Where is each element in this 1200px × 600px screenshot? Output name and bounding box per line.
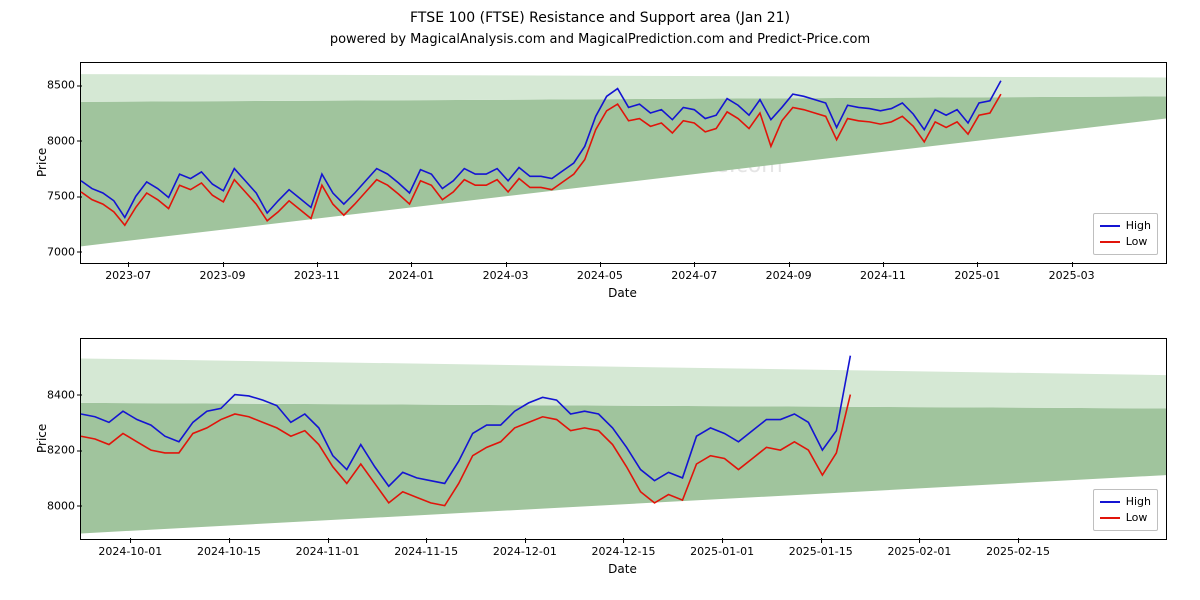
x-tick: 2024-01 (388, 263, 434, 282)
x-axis-label-top: Date (80, 286, 1165, 300)
x-axis-label-bottom: Date (80, 562, 1165, 576)
x-tick: 2023-09 (200, 263, 246, 282)
x-tick: 2024-12-01 (493, 539, 557, 558)
legend: High Low (1093, 213, 1158, 255)
y-tick: 7000 (47, 245, 81, 258)
x-tick: 2025-02-01 (887, 539, 951, 558)
x-tick: 2024-05 (577, 263, 623, 282)
y-tick: 7500 (47, 190, 81, 203)
y-tick: 8400 (47, 388, 81, 401)
x-tick: 2025-01 (954, 263, 1000, 282)
chart-subtitle: powered by MagicalAnalysis.com and Magic… (0, 32, 1200, 47)
x-tick: 2025-03 (1049, 263, 1095, 282)
x-tick: 2024-10-15 (197, 539, 261, 558)
plot-area-bottom (81, 339, 1166, 539)
y-tick: 8000 (47, 499, 81, 512)
legend-item-low: Low (1100, 510, 1151, 526)
x-tick: 2024-07 (671, 263, 717, 282)
x-tick: 2025-01-01 (690, 539, 754, 558)
figure: FTSE 100 (FTSE) Resistance and Support a… (0, 0, 1200, 600)
y-axis-label-bottom: Price (35, 424, 49, 453)
y-tick: 8200 (47, 444, 81, 457)
legend-item-high: High (1100, 494, 1151, 510)
x-tick: 2024-09 (766, 263, 812, 282)
x-tick: 2025-02-15 (986, 539, 1050, 558)
legend-label-low: Low (1126, 234, 1148, 250)
chart-panel-top: MagicalAnalysis.com MagicalPrediction.co… (80, 62, 1167, 264)
chart-panel-bottom: MagicalAnalysis.com MagicalPrediction.co… (80, 338, 1167, 540)
x-tick: 2024-11-01 (296, 539, 360, 558)
legend-item-high: High (1100, 218, 1151, 234)
x-tick: 2024-03 (483, 263, 529, 282)
x-tick: 2024-10-01 (98, 539, 162, 558)
y-tick: 8500 (47, 79, 81, 92)
y-axis-label-top: Price (35, 148, 49, 177)
legend-swatch-high (1100, 225, 1120, 227)
x-tick: 2024-11 (860, 263, 906, 282)
x-tick: 2024-11-15 (394, 539, 458, 558)
x-tick: 2024-12-15 (592, 539, 656, 558)
x-tick: 2025-01-15 (789, 539, 853, 558)
legend-swatch-low (1100, 241, 1120, 243)
y-tick: 8000 (47, 134, 81, 147)
plot-area-top (81, 63, 1166, 263)
legend-item-low: Low (1100, 234, 1151, 250)
legend-swatch-high (1100, 501, 1120, 503)
legend: High Low (1093, 489, 1158, 531)
legend-label-low: Low (1126, 510, 1148, 526)
legend-swatch-low (1100, 517, 1120, 519)
chart-title: FTSE 100 (FTSE) Resistance and Support a… (0, 10, 1200, 26)
legend-label-high: High (1126, 494, 1151, 510)
legend-label-high: High (1126, 218, 1151, 234)
x-tick: 2023-11 (294, 263, 340, 282)
x-tick: 2023-07 (105, 263, 151, 282)
